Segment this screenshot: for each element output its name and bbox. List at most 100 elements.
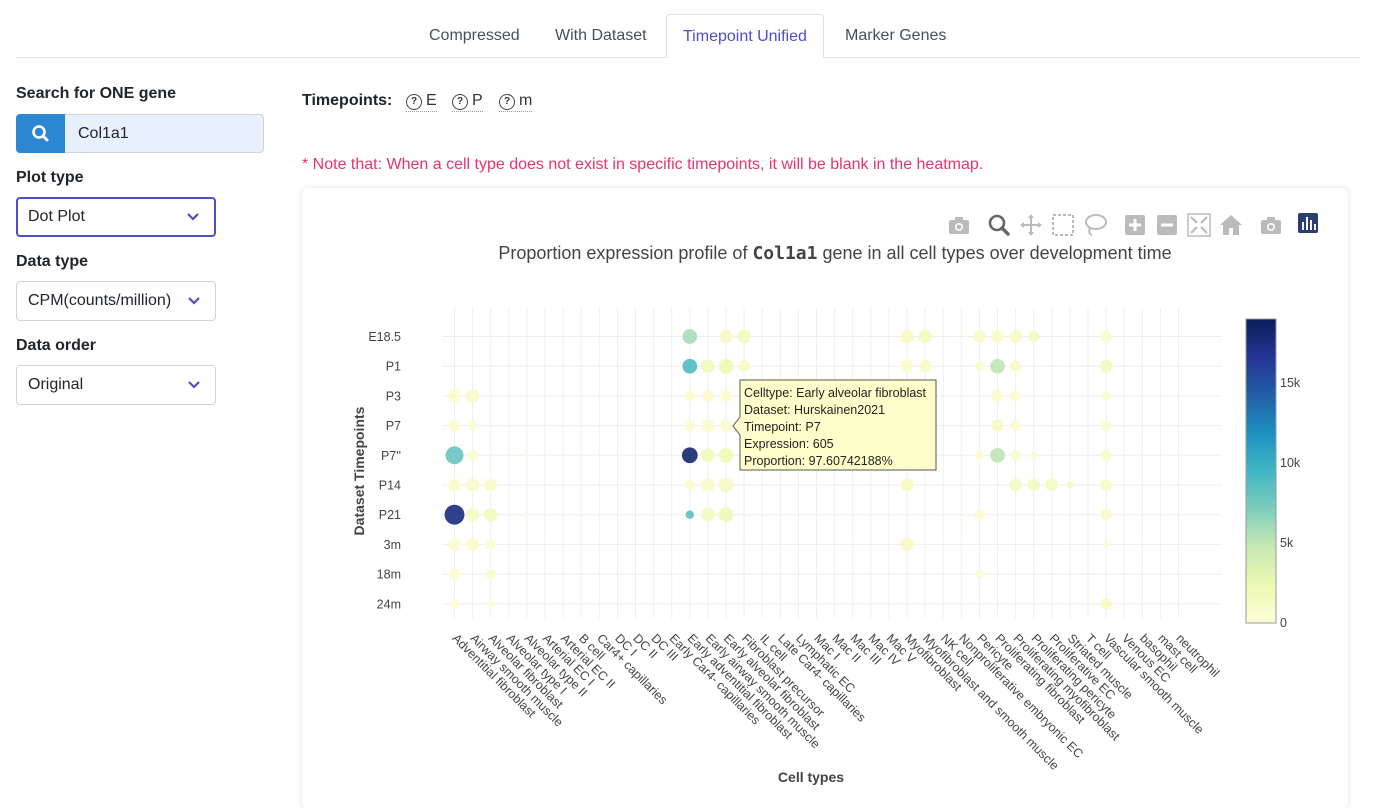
search-button[interactable] [16,114,65,153]
dot-point [1009,330,1022,343]
dot-point [900,478,914,492]
data-type-select[interactable]: CPM(counts/million) [16,281,216,321]
dot-point [449,599,460,609]
dot-point [684,420,696,431]
x-axis-title: Cell types [778,769,844,785]
dot-point [1102,541,1110,548]
dot-point [466,538,479,551]
y-tick-label: E18.5 [368,330,401,344]
dot-point [918,329,932,344]
dot-point [900,329,914,344]
zoom-in-icon[interactable] [1122,212,1148,238]
dot-point [483,507,498,522]
dot-point [685,510,694,519]
dot-point [719,419,733,432]
tooltip-line: Proportion: 97.60742188% [744,454,893,468]
home-icon[interactable] [1218,212,1244,238]
dot-point [718,477,734,493]
lasso-icon[interactable] [1082,212,1108,238]
dot-point [1027,478,1040,492]
dot-point [718,358,734,374]
dot-point [702,390,714,402]
dot-point [701,448,715,463]
colorbar [1245,318,1277,624]
zoom-icon[interactable] [986,212,1012,238]
plot-type-select[interactable]: Dot Plot [16,197,216,237]
dot-point [1099,359,1113,373]
dot-point [1100,450,1112,461]
chevron-down-icon [187,366,201,419]
search-group [16,114,264,153]
dot-point [973,330,986,343]
dot-point [1066,481,1074,489]
chart-card [302,188,1348,808]
plot-type-label: Plot type [16,169,84,186]
dot-point [449,568,460,580]
dot-point [974,509,985,520]
dot-point [991,330,1004,343]
dot-point [448,538,461,551]
timepoint-p[interactable]: ? P [452,92,483,112]
y-tick-label: P7'' [381,449,401,463]
timepoint-e[interactable]: ? E [406,92,437,112]
camera-icon[interactable] [1258,212,1284,238]
dot-point [524,453,529,458]
dot-point [991,419,1004,432]
colorbar-tick-label: 5k [1280,536,1294,550]
y-tick-label: 3m [384,538,401,552]
dot-point [682,358,698,374]
dot-point [701,359,715,374]
dot-point [1027,330,1040,343]
search-icon [32,125,49,142]
help-icon: ? [406,94,422,110]
blank-note: * Note that: When a cell type does not e… [302,156,984,173]
dot-point [525,513,529,517]
pan-icon[interactable] [1018,212,1044,238]
dot-point [445,446,464,465]
y-tick-labels: E18.5 P1 P3 P7 P7'' P14 P21 3m 18m 24m [368,330,401,611]
dot-point [701,478,715,492]
dot-point [1100,508,1112,521]
zoom-out-icon[interactable] [1154,212,1180,238]
y-tick-label: P21 [379,508,401,522]
dot-point [738,360,750,372]
dot-point [974,361,985,371]
plot-title: Proportion expression profile of Col1a1 … [498,243,1172,264]
plotly-logo-icon[interactable] [1295,210,1321,236]
timepoints-label: Timepoints: [302,92,393,109]
dot-point [467,450,478,461]
tooltip-line: Timepoint: P7 [744,420,821,434]
plot-dots [444,329,1113,610]
colorbar-tick-label: 15k [1280,376,1301,390]
chevron-down-icon [186,199,200,249]
tab-timepoint-unified[interactable]: Timepoint Unified [666,14,824,58]
plot-type-value: Dot Plot [28,208,85,225]
dot-point [1010,420,1021,431]
camera-icon[interactable] [946,212,972,238]
dot-point [444,504,465,525]
data-order-select[interactable]: Original [16,365,216,405]
gene-search-input[interactable] [65,114,264,153]
dot-point [1100,330,1112,343]
autoscale-icon[interactable] [1186,212,1212,238]
dot-point [448,478,461,492]
dot-point [1009,360,1022,372]
search-label: Search for ONE gene [16,85,177,102]
tab-marker-genes[interactable]: Marker Genes [845,27,947,44]
tab-compressed[interactable]: Compressed [429,27,520,44]
dot-point [681,447,698,464]
dot-point [1100,479,1112,491]
timepoint-m[interactable]: ? m [499,92,533,112]
box-select-icon[interactable] [1050,212,1076,238]
dot-point [467,420,478,431]
dot-point [1101,391,1111,401]
tab-bar: Compressed With Dataset Timepoint Unifie… [16,14,1360,58]
dot-point [465,389,480,403]
tooltip-line: Dataset: Hurskainen2021 [744,403,885,417]
y-tick-label: 18m [377,568,401,582]
dot-point [918,359,932,373]
tab-with-dataset[interactable]: With Dataset [555,27,647,44]
data-order-value: Original [28,376,84,393]
